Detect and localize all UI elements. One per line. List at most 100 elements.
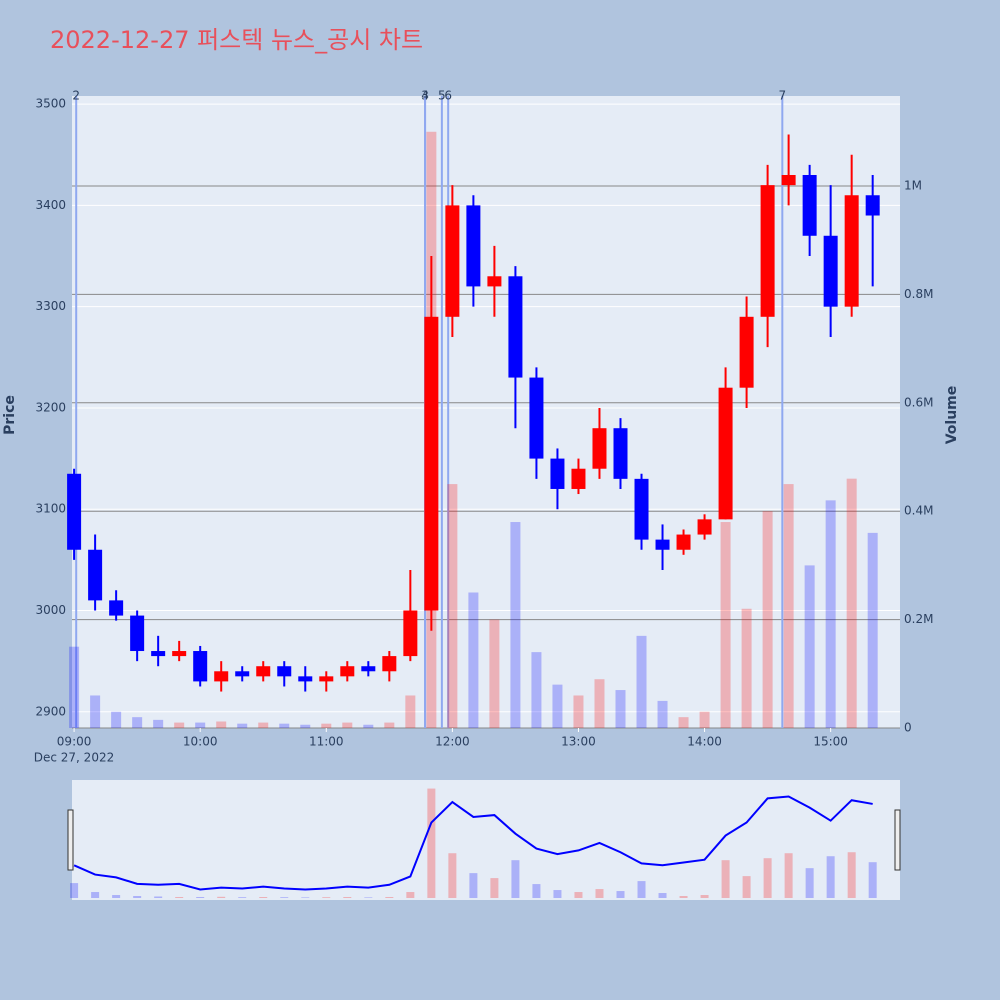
candle-body (361, 666, 376, 672)
y-tick-label: 3200 (35, 400, 66, 414)
y2-tick-label: 0.4M (904, 504, 933, 518)
y2-tick-label: 0.8M (904, 287, 933, 301)
slider-volume (385, 897, 394, 898)
slider-volume (112, 895, 121, 898)
range-slider[interactable] (72, 780, 900, 900)
candle-body (298, 676, 313, 682)
candle-body (508, 276, 523, 378)
y2-tick-label: 0.2M (904, 612, 933, 626)
slider-volume (133, 896, 142, 898)
y2-axis-label: Volume (944, 386, 960, 445)
x-tick-label: 13:00 (561, 735, 596, 749)
volume-bar (594, 679, 605, 728)
slider-volume (238, 897, 247, 898)
slider-volume (322, 897, 331, 898)
volume-bar (468, 592, 479, 728)
slider-volume (427, 788, 436, 898)
slider-volume (343, 897, 352, 898)
volume-bar (90, 695, 101, 728)
slider-volume (532, 884, 541, 898)
slider-volume (763, 858, 772, 898)
volume-bar (741, 608, 752, 728)
volume-bar (762, 511, 773, 728)
candle-body (424, 316, 439, 611)
candle-body (193, 651, 208, 682)
slider-volume (406, 892, 415, 898)
marker-label: 5 (438, 89, 446, 103)
y2-tick-label: 0.6M (904, 395, 933, 409)
y-tick-label: 3500 (35, 97, 66, 111)
slider-volume (364, 897, 373, 898)
x-tick-label: 10:00 (183, 735, 218, 749)
candle-body (739, 316, 754, 388)
slider-volume (658, 893, 667, 898)
y2-tick-label: 1M (904, 178, 922, 192)
slider-volume (469, 873, 478, 898)
slider-volume (301, 897, 310, 898)
candle-body (634, 478, 649, 540)
volume-bar (237, 723, 248, 728)
candle-body (130, 615, 145, 652)
slider-volume (721, 860, 730, 898)
candle-body (277, 666, 292, 677)
candle-body (592, 428, 607, 469)
slider-volume (679, 896, 688, 898)
slider-volume (595, 889, 604, 898)
volume-bar (153, 719, 164, 728)
y-tick-label: 3400 (35, 198, 66, 212)
candle-body (613, 428, 628, 479)
slider-volume (553, 890, 562, 898)
y2-tick-label: 0 (904, 721, 912, 735)
volume-bar (552, 684, 563, 728)
x-tick-label: 15:00 (813, 735, 848, 749)
candle-body (676, 534, 691, 550)
y-axis-label: Price (2, 395, 18, 435)
slider-handle[interactable] (894, 809, 901, 871)
marker-label: 2 (72, 89, 80, 103)
candle-body (550, 458, 565, 489)
slider-handle[interactable] (67, 809, 74, 871)
y-tick-label: 3100 (35, 502, 66, 516)
candle-body (802, 175, 817, 236)
marker-label: 3 (421, 89, 429, 103)
volume-bar (867, 532, 878, 728)
slider-volume (91, 892, 100, 898)
y-tick-label: 3000 (35, 603, 66, 617)
x-tick-label: 14:00 (687, 735, 722, 749)
slider-volume (868, 862, 877, 898)
volume-bar (804, 565, 815, 728)
x-tick-label: 12:00 (435, 735, 470, 749)
volume-bar (720, 522, 731, 728)
x-sub-label: Dec 27, 2022 (34, 751, 114, 765)
slider-volume (448, 853, 457, 898)
candle-body (697, 519, 712, 535)
slider-volume (154, 896, 163, 898)
candle-body (88, 549, 103, 601)
volume-bar (69, 646, 80, 728)
slider-volume (196, 897, 205, 898)
candle-body (403, 610, 418, 657)
volume-bar (678, 717, 689, 728)
candle-body (109, 600, 124, 616)
y-tick-label: 3300 (35, 299, 66, 313)
volume-bar (363, 724, 374, 728)
volume-bar (573, 695, 584, 728)
volume-bar (258, 722, 269, 728)
volume-bar (699, 711, 710, 728)
volume-bar (174, 722, 185, 728)
volume-bar (132, 717, 143, 728)
candle-body (571, 468, 586, 489)
candle-body (781, 175, 796, 186)
volume-bar (489, 619, 500, 728)
volume-bar (300, 724, 311, 728)
candle-body (718, 387, 733, 520)
volume-bar (615, 690, 626, 728)
slider-volume (280, 897, 289, 898)
candle-body (382, 656, 397, 672)
chart-title: 2022-12-27 퍼스텍 뉴스_공시 차트 (50, 26, 423, 54)
volume-bar (447, 484, 458, 728)
volume-bar (825, 500, 836, 728)
volume-bar (657, 700, 668, 728)
volume-bar (531, 652, 542, 728)
volume-bar (321, 723, 332, 728)
